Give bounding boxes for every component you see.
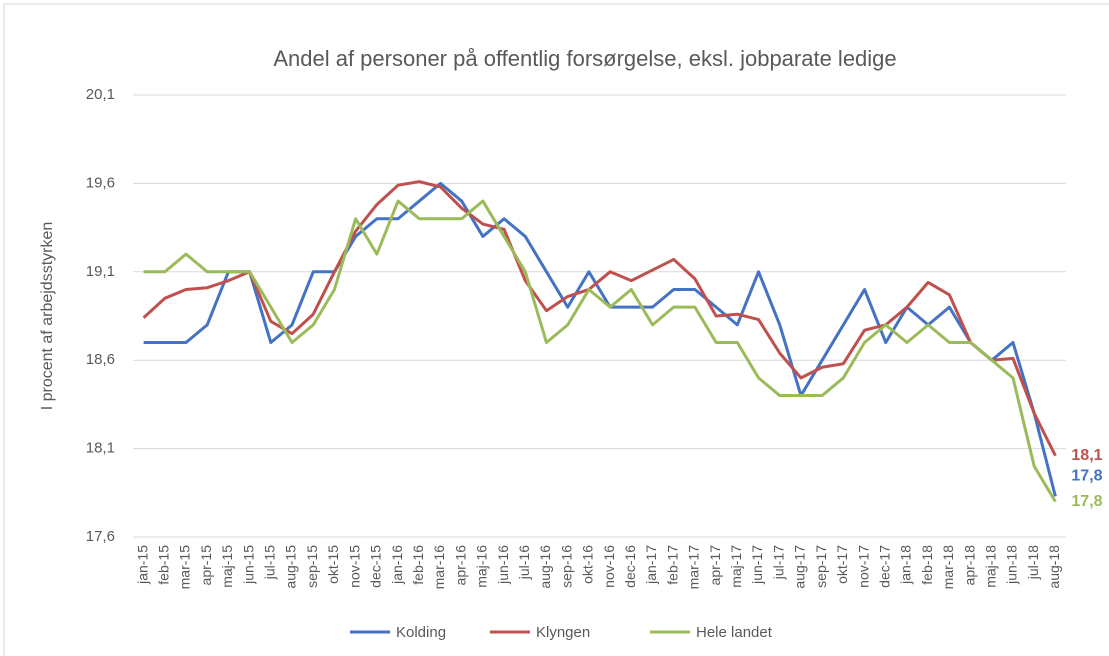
x-tick-label: mar-18 bbox=[940, 545, 956, 590]
x-tick-label: jan-15 bbox=[134, 545, 150, 585]
x-tick-label: feb-17 bbox=[664, 545, 680, 585]
x-tick-label: apr-15 bbox=[198, 545, 214, 586]
x-tick-label: jul-16 bbox=[516, 545, 532, 580]
x-tick-label: dec-15 bbox=[368, 545, 384, 588]
legend-label: Kolding bbox=[396, 624, 446, 641]
chart-frame bbox=[3, 3, 1109, 656]
x-tick-label: feb-16 bbox=[410, 545, 426, 585]
y-tick-label: 18,1 bbox=[86, 440, 115, 457]
x-tick-label: jul-18 bbox=[1025, 545, 1041, 580]
x-tick-label: dec-16 bbox=[622, 545, 638, 588]
x-tick-label: nov-16 bbox=[601, 545, 617, 588]
x-tick-label: okt-17 bbox=[834, 545, 850, 584]
x-tick-label: jun-16 bbox=[495, 545, 511, 585]
y-tick-label: 17,6 bbox=[86, 528, 115, 545]
x-tick-label: aug-17 bbox=[792, 545, 808, 589]
x-tick-label: feb-15 bbox=[156, 545, 172, 585]
x-tick-label: maj-15 bbox=[219, 545, 235, 588]
x-tick-label: mar-16 bbox=[431, 545, 447, 590]
x-tick-label: maj-17 bbox=[728, 545, 744, 588]
x-tick-label: maj-16 bbox=[474, 545, 490, 588]
x-tick-label: okt-16 bbox=[580, 545, 596, 584]
legend-label: Hele landet bbox=[696, 624, 773, 641]
series-line bbox=[142, 180, 1057, 457]
y-axis-label: I procent af arbejdsstyrken bbox=[39, 222, 56, 411]
x-tick-label: feb-18 bbox=[919, 545, 935, 585]
x-tick-label: mar-15 bbox=[177, 545, 193, 590]
legend-label: Klyngen bbox=[536, 624, 590, 641]
x-tick-label: maj-18 bbox=[982, 545, 998, 588]
series-line bbox=[143, 181, 1057, 497]
x-tick-label: jan-18 bbox=[898, 545, 914, 585]
series-line bbox=[143, 199, 1057, 503]
x-tick-label: apr-17 bbox=[707, 545, 723, 586]
chart-title: Andel af personer på offentlig forsørgel… bbox=[273, 46, 896, 71]
x-tick-label: jan-16 bbox=[389, 545, 405, 585]
x-tick-label: nov-17 bbox=[855, 545, 871, 588]
y-tick-label: 19,6 bbox=[86, 174, 115, 191]
y-tick-label: 20,1 bbox=[86, 86, 115, 103]
x-tick-label: sep-16 bbox=[558, 545, 574, 588]
x-tick-label: aug-15 bbox=[283, 545, 299, 589]
data-label: 17,8 bbox=[1071, 493, 1102, 510]
x-tick-label: aug-16 bbox=[537, 545, 553, 589]
x-tick-label: okt-15 bbox=[325, 545, 341, 584]
x-tick-label: apr-16 bbox=[452, 545, 468, 586]
x-tick-label: jul-15 bbox=[262, 545, 278, 580]
y-tick-label: 19,1 bbox=[86, 263, 115, 280]
x-tick-label: mar-17 bbox=[686, 545, 702, 590]
x-tick-label: jun-17 bbox=[749, 545, 765, 585]
data-label: 18,1 bbox=[1071, 447, 1102, 464]
x-tick-label: jan-17 bbox=[643, 545, 659, 585]
x-tick-label: nov-15 bbox=[346, 545, 362, 588]
data-label: 17,8 bbox=[1071, 468, 1102, 485]
x-tick-label: jun-15 bbox=[240, 545, 256, 585]
x-tick-label: aug-18 bbox=[1046, 545, 1062, 589]
x-tick-label: jul-17 bbox=[770, 545, 786, 580]
x-tick-label: apr-18 bbox=[961, 545, 977, 586]
x-tick-label: sep-15 bbox=[304, 545, 320, 588]
y-tick-label: 18,6 bbox=[86, 351, 115, 368]
x-tick-label: dec-17 bbox=[876, 545, 892, 588]
x-tick-label: jun-18 bbox=[1004, 545, 1020, 585]
x-tick-label: sep-17 bbox=[813, 545, 829, 588]
